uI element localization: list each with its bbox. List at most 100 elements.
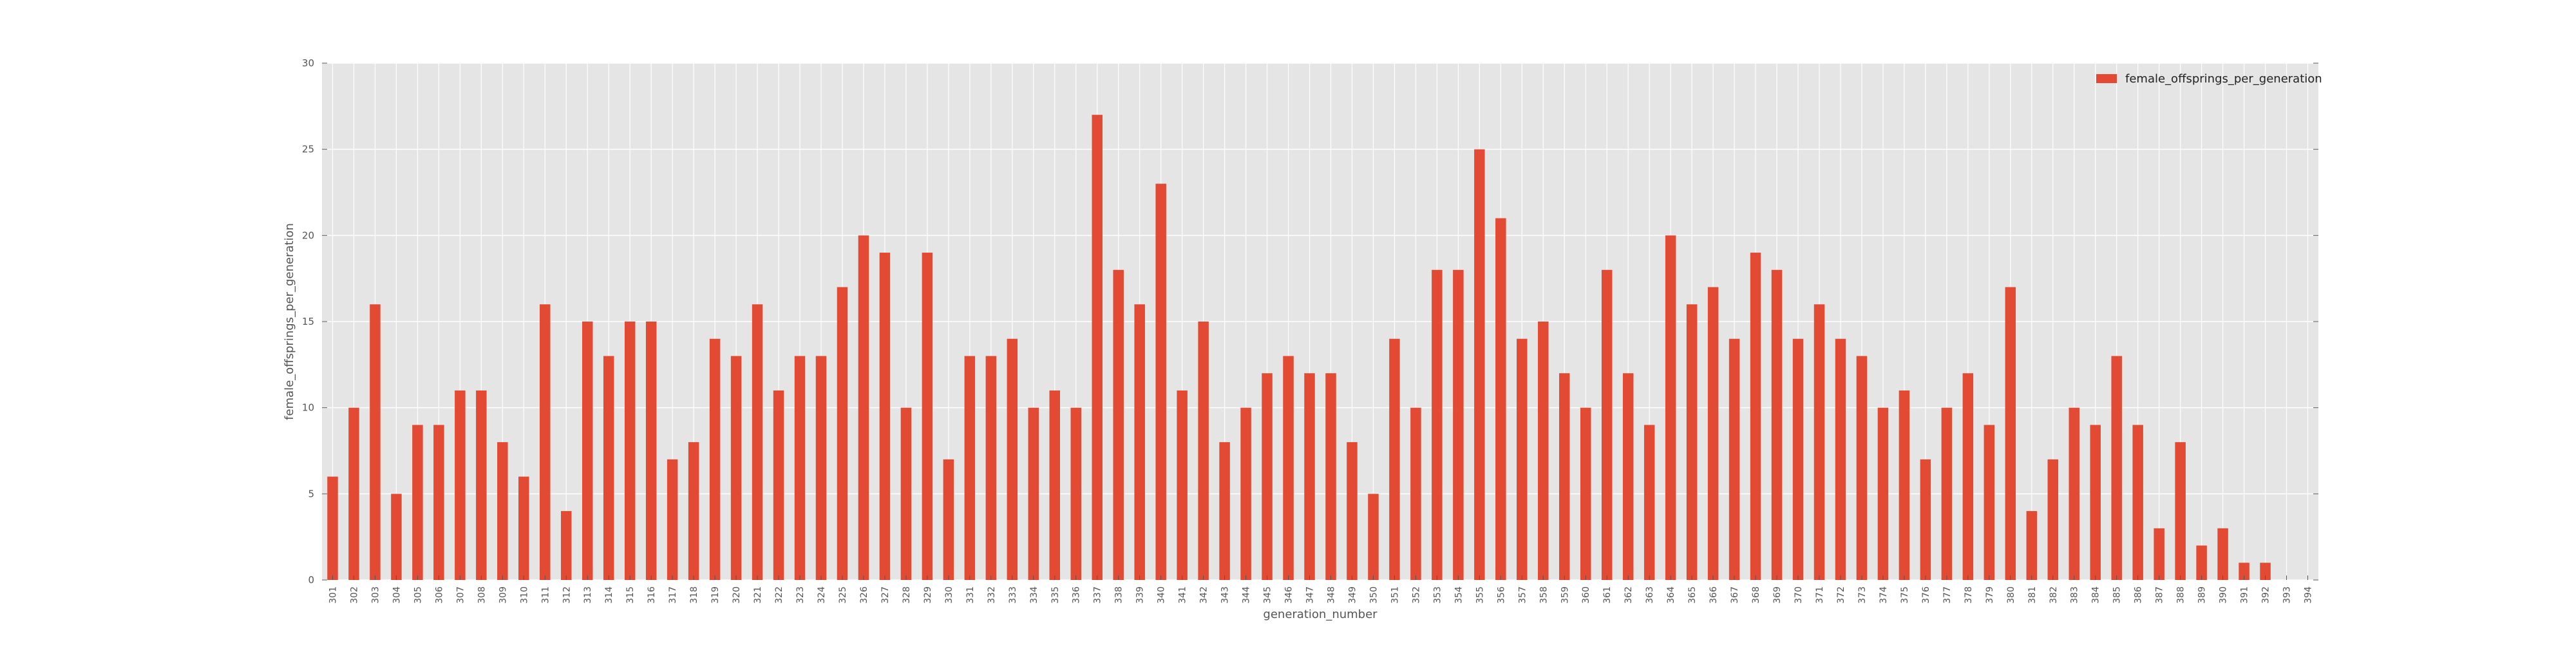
x-tick-label: 301 [328,586,338,604]
x-tick-label: 351 [1390,586,1400,604]
x-tick-label: 353 [1432,586,1443,604]
bar-357 [1517,338,1528,580]
x-tick-label: 335 [1050,586,1061,604]
bar-378 [1962,373,1974,580]
bar-331 [964,356,976,580]
x-tick-label: 381 [2027,586,2038,604]
bar-383 [2069,407,2079,580]
bar-304 [391,494,402,580]
x-tick-label: 334 [1029,586,1039,604]
x-tick-label: 307 [455,586,466,604]
y-axis-label: female_offsprings_per_generation [283,223,296,420]
bar-339 [1134,304,1145,580]
y-tick-label: 10 [302,402,314,414]
x-tick-label: 318 [689,586,699,604]
bar-320 [730,356,742,580]
bar-364 [1665,235,1676,580]
bar-341 [1177,390,1188,580]
bar-361 [1601,269,1613,580]
legend-swatch [2096,74,2117,83]
x-tick-label: 379 [1985,586,1995,604]
bar-310 [518,476,529,580]
x-tick-label: 342 [1199,586,1209,604]
x-tick-label: 382 [2049,586,2059,604]
bar-375 [1899,390,1910,580]
x-tick-label: 340 [1157,586,1167,604]
x-tick-label: 346 [1284,586,1294,604]
x-tick-label: 394 [2304,586,2314,604]
bar-333 [1007,338,1018,580]
x-tick-label: 367 [1730,586,1740,604]
bar-302 [348,407,359,580]
bar-305 [412,425,423,580]
x-tick-label: 358 [1539,586,1549,604]
x-tick-label: 317 [668,586,678,604]
x-tick-label: 338 [1114,586,1124,604]
x-tick-label: 376 [1921,586,1931,604]
bar-351 [1389,338,1400,580]
x-tick-label: 310 [519,586,529,604]
x-tick-label: 370 [1794,586,1804,604]
bar-367 [1728,338,1740,580]
x-tick-label: 383 [2070,586,2080,604]
x-tick-label: 315 [625,586,636,604]
x-axis: 301 302 303 304 305 306 307 308 309 310 311 312 313 3… [328,575,2314,604]
bar-313 [582,322,593,580]
y-tick-label: 20 [302,229,314,241]
x-tick-label: 316 [647,586,657,604]
bar-303 [370,304,381,580]
bar-392 [2260,563,2271,580]
x-tick-label: 359 [1560,586,1570,604]
bar-334 [1028,407,1039,580]
bar-338 [1113,269,1124,580]
y-axis: 0 5 10 15 20 25 30 [302,57,2318,586]
bar-352 [1410,407,1421,580]
bar-371 [1814,304,1825,580]
x-tick-label: 377 [1942,586,1953,604]
x-tick-label: 365 [1687,586,1698,604]
bar-388 [2175,442,2186,580]
bar-326 [858,235,869,580]
x-tick-label: 355 [1475,586,1485,604]
bar-335 [1049,390,1061,580]
bar-325 [837,287,848,580]
bar-362 [1622,373,1634,580]
x-tick-label: 386 [2134,586,2144,604]
x-tick-label: 313 [583,586,593,604]
x-axis-label: generation_number [1263,608,1378,621]
x-tick-label: 387 [2155,586,2165,604]
bar-374 [1877,407,1889,580]
x-tick-label: 364 [1666,586,1676,604]
x-tick-label: 357 [1517,586,1528,604]
x-tick-label: 390 [2219,586,2229,604]
bar-345 [1262,373,1273,580]
bar-376 [1920,459,1931,580]
x-tick-label: 345 [1263,586,1273,604]
x-tick-label: 371 [1815,586,1825,604]
bar-321 [752,304,763,580]
legend: female_offsprings_per_generation [2096,72,2322,86]
bar-322 [773,390,784,580]
x-tick-label: 322 [774,586,784,604]
x-tick-label: 329 [923,586,933,604]
bar-387 [2154,528,2164,580]
x-tick-label: 333 [1008,586,1018,604]
x-tick-label: 328 [902,586,912,604]
x-tick-label: 302 [349,586,359,604]
bar-353 [1432,269,1443,580]
bar-342 [1198,322,1209,580]
y-tick-label: 15 [302,316,314,327]
bar-360 [1580,407,1591,580]
bar-328 [900,407,912,580]
bar-389 [2196,545,2207,580]
bar-315 [624,322,636,580]
x-tick-label: 372 [1836,586,1846,604]
bar-347 [1304,373,1315,580]
x-tick-label: 363 [1645,586,1655,604]
x-tick-label: 389 [2197,586,2208,604]
bar-318 [688,442,699,580]
x-tick-label: 319 [710,586,721,604]
bar-350 [1368,494,1379,580]
x-tick-label: 320 [732,586,742,604]
